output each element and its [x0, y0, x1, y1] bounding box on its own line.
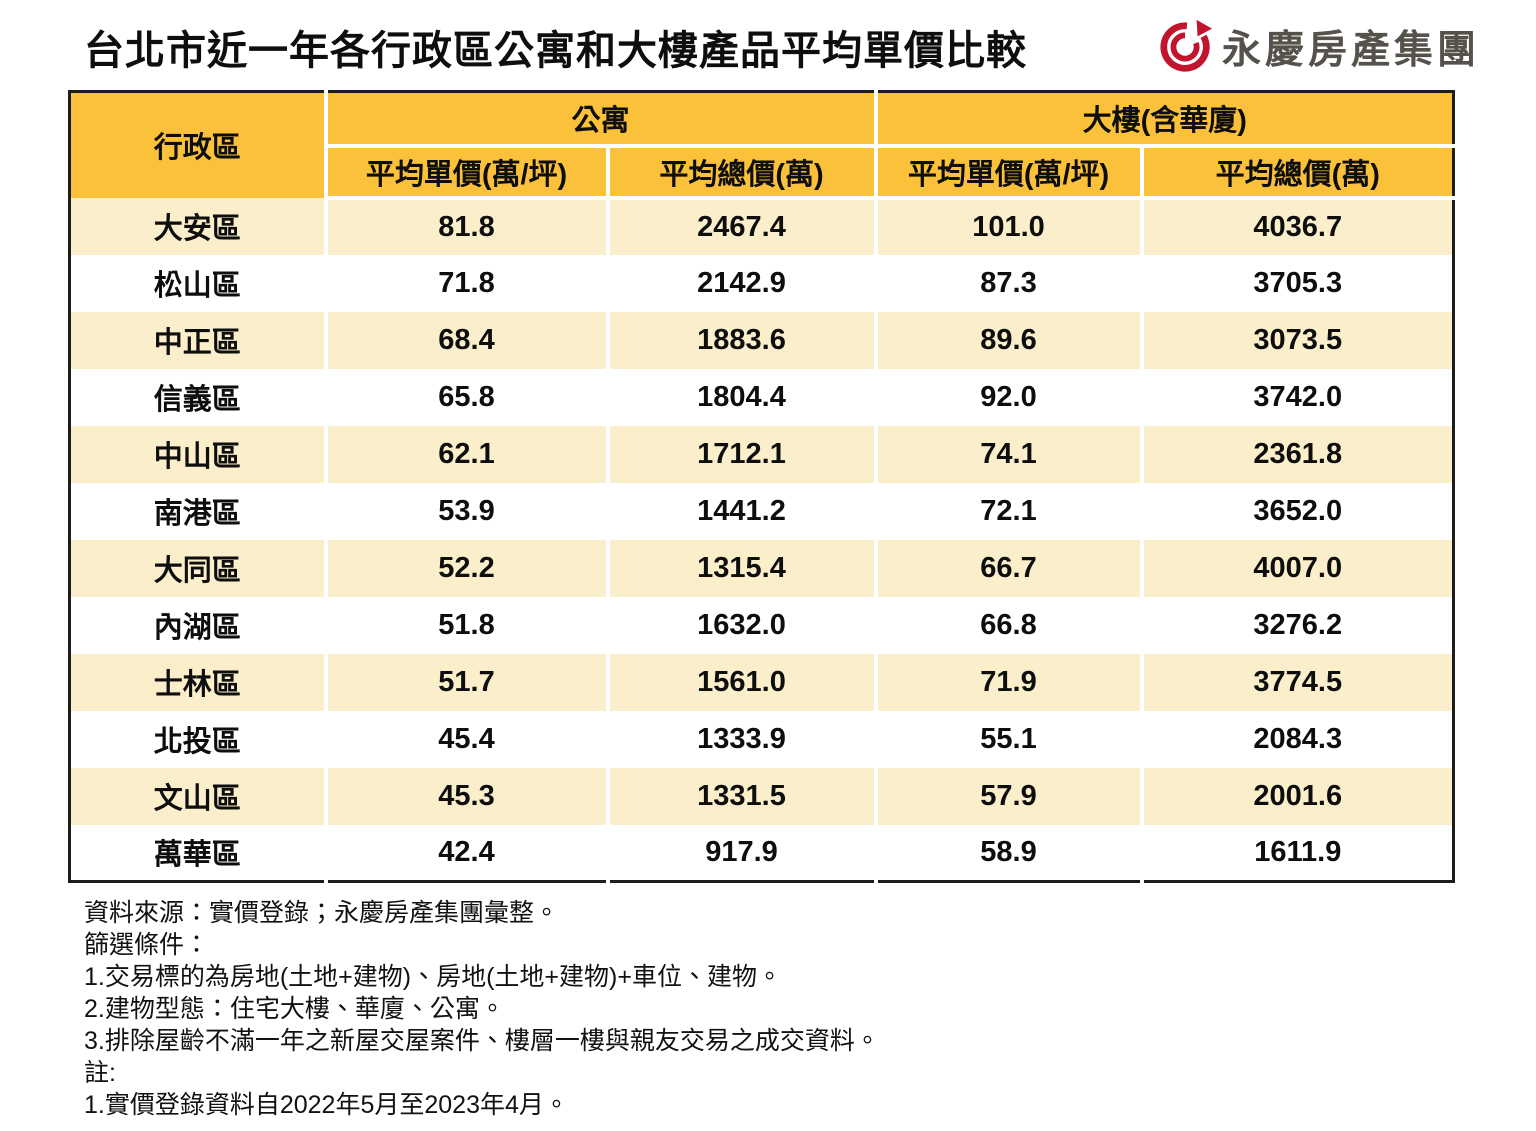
- note-filter-1: 1.交易標的為房地(土地+建物)、房地(土地+建物)+車位、建物。: [84, 963, 782, 991]
- header-sub-row: 平均單價(萬/坪) 平均總價(萬) 平均單價(萬/坪) 平均總價(萬): [70, 145, 1454, 200]
- header-group-row: 行政區 公寓 大樓(含華廈): [69, 91, 1454, 198]
- cell-district: 中山區: [69, 425, 328, 483]
- cell-bld-total: 3276.2: [1141, 596, 1454, 654]
- table-row: 內湖區 51.8 1632.0 66.8 3276.2: [69, 596, 1454, 654]
- cell-apt-total: 2467.4: [607, 197, 878, 255]
- header-bld-total-price: 平均總價(萬): [1141, 145, 1454, 200]
- table-row: 松山區 71.8 2142.9 87.3 3705.3: [69, 254, 1454, 312]
- cell-apt-total: 1315.4: [607, 539, 878, 597]
- cell-bld-unit: 66.7: [875, 539, 1144, 597]
- cell-bld-total: 2084.3: [1141, 710, 1454, 768]
- cell-district: 南港區: [69, 482, 328, 540]
- cell-apt-unit: 71.8: [325, 254, 610, 312]
- note-filter-title: 篩選條件：: [84, 931, 210, 959]
- cell-bld-unit: 89.6: [875, 311, 1144, 369]
- header-group-building: 大樓(含華廈): [875, 91, 1454, 148]
- cell-apt-total: 1883.6: [607, 311, 878, 369]
- table-row: 大安區 81.8 2467.4 101.0 4036.7: [69, 197, 1454, 255]
- cell-bld-unit: 101.0: [875, 197, 1144, 255]
- cell-apt-unit: 51.8: [325, 596, 610, 654]
- cell-bld-unit: 92.0: [875, 368, 1144, 426]
- cell-bld-total: 3073.5: [1141, 311, 1454, 369]
- cell-bld-total: 4007.0: [1141, 539, 1454, 597]
- page-title: 台北市近一年各行政區公寓和大樓產品平均單價比較: [84, 29, 1027, 73]
- cell-bld-unit: 55.1: [875, 710, 1144, 768]
- table-row: 文山區 45.3 1331.5 57.9 2001.6: [69, 767, 1454, 825]
- table-header: 行政區 公寓 大樓(含華廈) 平均單價(萬/坪) 平均總價(萬) 平均單價(萬/…: [69, 91, 1454, 200]
- cell-bld-total: 3774.5: [1141, 653, 1454, 711]
- header-district: 行政區: [69, 91, 328, 198]
- cell-district: 北投區: [69, 710, 328, 768]
- cell-apt-unit: 53.9: [325, 482, 610, 540]
- header-group-apartment: 公寓: [325, 91, 878, 148]
- cell-bld-total: 3742.0: [1141, 368, 1454, 426]
- cell-apt-total: 1331.5: [607, 767, 878, 825]
- note-remark-1: 1.實價登錄資料自2022年5月至2023年4月。: [84, 1091, 569, 1119]
- cell-district: 松山區: [69, 254, 328, 312]
- cell-district: 內湖區: [69, 596, 328, 654]
- cell-apt-unit: 45.3: [325, 767, 610, 825]
- cell-apt-unit: 51.7: [325, 653, 610, 711]
- cell-apt-total: 1804.4: [607, 368, 878, 426]
- note-source: 資料來源：實價登錄；永慶房產集團彙整。: [84, 899, 560, 927]
- cell-district: 萬華區: [69, 824, 328, 882]
- cell-apt-unit: 68.4: [325, 311, 610, 369]
- footnotes: 資料來源：實價登錄；永慶房產集團彙整。 篩選條件： 1.交易標的為房地(土地+建…: [84, 897, 1536, 1121]
- cell-bld-unit: 58.9: [875, 824, 1144, 882]
- cell-bld-unit: 66.8: [875, 596, 1144, 654]
- cell-bld-unit: 57.9: [875, 767, 1144, 825]
- cell-apt-total: 1561.0: [607, 653, 878, 711]
- cell-apt-unit: 42.4: [325, 824, 610, 882]
- cell-bld-unit: 71.9: [875, 653, 1144, 711]
- cell-bld-unit: 87.3: [875, 254, 1144, 312]
- cell-apt-unit: 81.8: [325, 197, 610, 255]
- cell-apt-unit: 62.1: [325, 425, 610, 483]
- price-comparison-table: 行政區 公寓 大樓(含華廈) 平均單價(萬/坪) 平均總價(萬) 平均單價(萬/…: [68, 90, 1456, 883]
- note-remark-title: 註:: [84, 1059, 116, 1087]
- cell-district: 文山區: [69, 767, 328, 825]
- yungching-logo-icon: [1156, 18, 1214, 76]
- table-body: 大安區 81.8 2467.4 101.0 4036.7 松山區 71.8 21…: [69, 197, 1454, 882]
- cell-bld-total: 3652.0: [1141, 482, 1454, 540]
- cell-bld-total: 2361.8: [1141, 425, 1454, 483]
- note-filter-3: 3.排除屋齡不滿一年之新屋交屋案件、樓層一樓與親友交易之成交資料。: [84, 1027, 880, 1055]
- cell-apt-total: 1632.0: [607, 596, 878, 654]
- table-row: 信義區 65.8 1804.4 92.0 3742.0: [69, 368, 1454, 426]
- cell-district: 大安區: [69, 197, 328, 255]
- header-apt-total-price: 平均總價(萬): [607, 145, 878, 200]
- cell-bld-total: 1611.9: [1141, 824, 1454, 882]
- page-header: 台北市近一年各行政區公寓和大樓產品平均單價比較 永慶房產集團: [0, 0, 1536, 90]
- cell-district: 大同區: [69, 539, 328, 597]
- company-logo: 永慶房產集團: [1156, 18, 1480, 76]
- table-row: 大同區 52.2 1315.4 66.7 4007.0: [69, 539, 1454, 597]
- cell-apt-total: 1441.2: [607, 482, 878, 540]
- table-row: 士林區 51.7 1561.0 71.9 3774.5: [69, 653, 1454, 711]
- table-row: 萬華區 42.4 917.9 58.9 1611.9: [69, 824, 1454, 882]
- cell-apt-total: 1333.9: [607, 710, 878, 768]
- table-row: 南港區 53.9 1441.2 72.1 3652.0: [69, 482, 1454, 540]
- cell-apt-unit: 52.2: [325, 539, 610, 597]
- table-row: 北投區 45.4 1333.9 55.1 2084.3: [69, 710, 1454, 768]
- cell-apt-total: 917.9: [607, 824, 878, 882]
- cell-apt-total: 2142.9: [607, 254, 878, 312]
- cell-apt-total: 1712.1: [607, 425, 878, 483]
- cell-apt-unit: 65.8: [325, 368, 610, 426]
- table-row: 中山區 62.1 1712.1 74.1 2361.8: [69, 425, 1454, 483]
- cell-district: 中正區: [69, 311, 328, 369]
- cell-bld-total: 2001.6: [1141, 767, 1454, 825]
- table-row: 中正區 68.4 1883.6 89.6 3073.5: [69, 311, 1454, 369]
- header-apt-unit-price: 平均單價(萬/坪): [325, 145, 610, 200]
- header-bld-unit-price: 平均單價(萬/坪): [875, 145, 1144, 200]
- note-filter-2: 2.建物型態：住宅大樓、華廈、公寓。: [84, 995, 505, 1023]
- cell-bld-total: 3705.3: [1141, 254, 1454, 312]
- cell-district: 士林區: [69, 653, 328, 711]
- cell-bld-total: 4036.7: [1141, 197, 1454, 255]
- cell-bld-unit: 72.1: [875, 482, 1144, 540]
- cell-bld-unit: 74.1: [875, 425, 1144, 483]
- company-logo-text: 永慶房產集團: [1221, 29, 1480, 72]
- cell-district: 信義區: [69, 368, 328, 426]
- cell-apt-unit: 45.4: [325, 710, 610, 768]
